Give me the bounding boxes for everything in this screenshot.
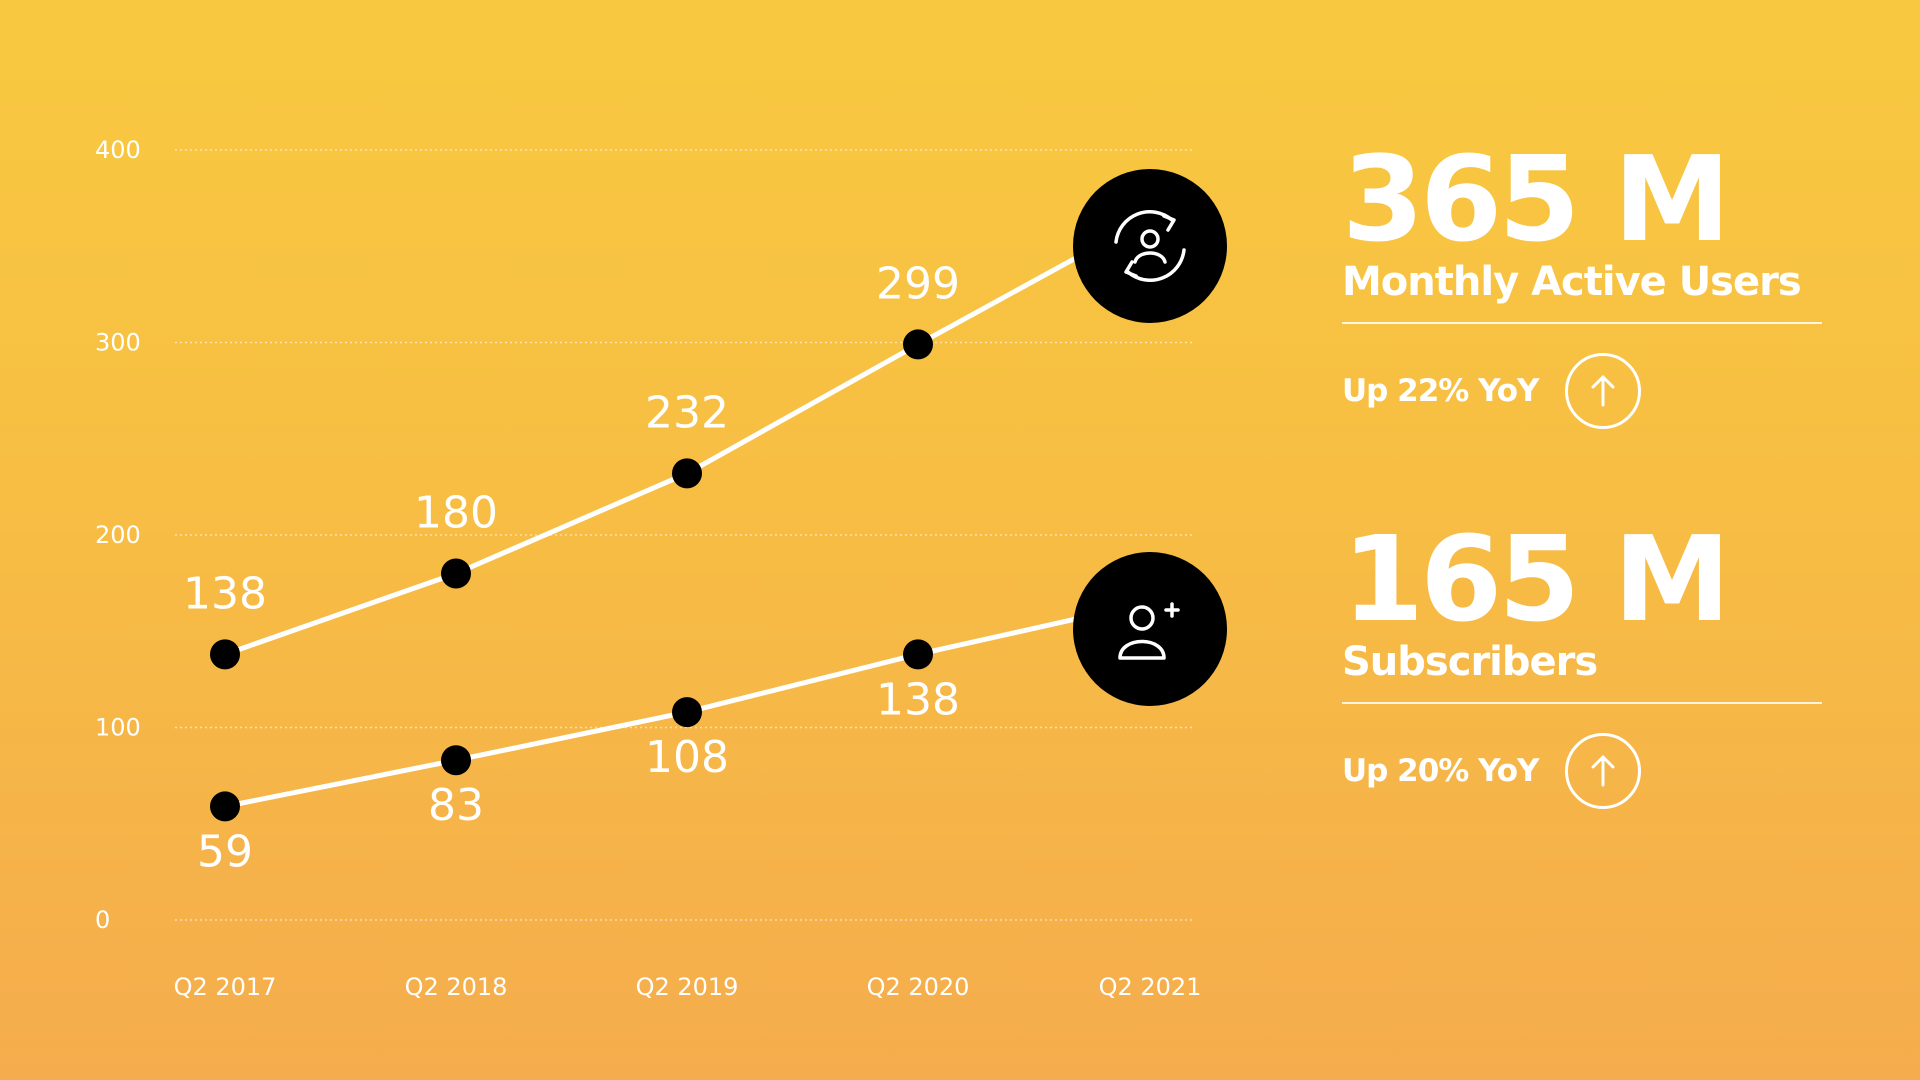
- x-tick-label: Q2 2021: [1099, 973, 1202, 1001]
- series-markers: [210, 329, 933, 822]
- x-tick-label: Q2 2018: [405, 973, 508, 1001]
- badge-subscribers: [1073, 552, 1227, 706]
- arrow-up-icon: [1564, 733, 1641, 809]
- divider: [1342, 702, 1822, 704]
- grid-lines: [175, 149, 1195, 921]
- badge-monthly-active-users: [1073, 169, 1227, 323]
- x-tick-label: Q2 2019: [636, 973, 739, 1001]
- x-tick-label: Q2 2020: [867, 973, 970, 1001]
- y-axis-ticks: 400 300 200 100 0: [95, 136, 141, 934]
- data-label: 83: [428, 780, 484, 831]
- data-label: 59: [197, 826, 253, 877]
- y-tick-label: 400: [95, 136, 141, 164]
- stat-change: Up 22% YoY: [1342, 373, 1539, 409]
- data-label: 180: [414, 488, 498, 539]
- stat-subscribers: 165 M Subscribers Up 20% YoY: [1342, 520, 1824, 812]
- divider: [1342, 322, 1822, 324]
- stat-change-row: Up 22% YoY: [1342, 350, 1824, 432]
- y-tick-label: 0: [95, 906, 110, 934]
- data-point: [210, 639, 240, 670]
- data-point: [672, 697, 702, 728]
- add-user-icon: [1118, 602, 1180, 660]
- data-label: 299: [876, 258, 960, 309]
- stat-title: Subscribers: [1342, 639, 1598, 685]
- stat-change: Up 20% YoY: [1342, 753, 1539, 789]
- stat-title: Monthly Active Users: [1342, 259, 1802, 305]
- data-labels: 138 180 232 299 59 83 108 138: [183, 258, 960, 877]
- data-point: [441, 745, 471, 776]
- data-label: 138: [183, 568, 267, 619]
- data-label: 108: [645, 732, 729, 783]
- data-point: [903, 329, 933, 360]
- y-tick-label: 100: [95, 714, 141, 742]
- data-point: [210, 791, 240, 822]
- data-point: [903, 639, 933, 670]
- x-tick-label: Q2 2017: [174, 973, 277, 1001]
- end-badges: [1073, 169, 1227, 706]
- stat-change-row: Up 20% YoY: [1342, 730, 1824, 812]
- stat-value: 165 M: [1342, 510, 1731, 648]
- data-label: 232: [645, 387, 729, 438]
- x-axis-ticks: Q2 2017 Q2 2018 Q2 2019 Q2 2020 Q2 2021: [174, 973, 1202, 1001]
- data-label: 138: [876, 674, 960, 725]
- y-tick-label: 300: [95, 329, 141, 357]
- stat-value: 365 M: [1342, 130, 1731, 268]
- arrow-up-icon: [1564, 353, 1641, 429]
- y-tick-label: 200: [95, 521, 141, 549]
- badge-circle-subscribers: [1073, 552, 1227, 706]
- user-sync-icon: [1114, 210, 1186, 282]
- data-point: [672, 458, 702, 489]
- stat-monthly-active-users: 365 M Monthly Active Users Up 22% YoY: [1342, 140, 1824, 432]
- data-point: [441, 558, 471, 589]
